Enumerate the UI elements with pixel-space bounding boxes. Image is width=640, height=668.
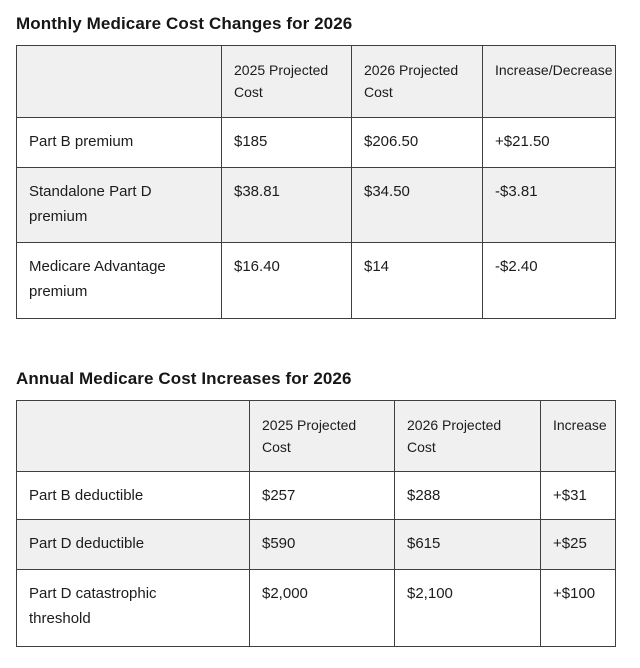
cell-value: $34.50 <box>351 167 483 243</box>
cell-value: $185 <box>221 117 352 168</box>
cell-value: $2,100 <box>394 569 541 647</box>
cell-value: $615 <box>394 519 541 570</box>
cell-value: +$25 <box>540 519 616 570</box>
cell-value: $2,000 <box>249 569 395 647</box>
row-label: Standalone Part D premium <box>16 167 222 243</box>
column-header-increase: Increase <box>540 400 616 472</box>
cell-value: $14 <box>351 242 483 319</box>
column-header-2025-projected-cost: 2025 Projected Cost <box>249 400 395 472</box>
column-header-blank <box>16 400 250 472</box>
row-label: Part B deductible <box>16 471 250 520</box>
table-row-medicare-advantage-premium: Medicare Advantage premium $16.40 $14 -$… <box>16 242 616 319</box>
cell-value: $206.50 <box>351 117 483 168</box>
cell-value: $38.81 <box>221 167 352 243</box>
cell-value: $590 <box>249 519 395 570</box>
annual-costs-title: Annual Medicare Cost Increases for 2026 <box>16 369 352 388</box>
cell-value: $257 <box>249 471 395 520</box>
monthly-costs-title: Monthly Medicare Cost Changes for 2026 <box>16 14 353 33</box>
column-header-2025-projected-cost: 2025 Projected Cost <box>221 45 352 118</box>
table-row-standalone-part-d-premium: Standalone Part D premium $38.81 $34.50 … <box>16 167 616 243</box>
cell-value: -$3.81 <box>482 167 616 243</box>
column-header-blank <box>16 45 222 118</box>
cell-value: +$31 <box>540 471 616 520</box>
cell-value: +$21.50 <box>482 117 616 168</box>
table-row-part-b-premium: Part B premium $185 $206.50 +$21.50 <box>16 117 616 168</box>
cell-value: +$100 <box>540 569 616 647</box>
row-label: Part B premium <box>16 117 222 168</box>
table-row-part-d-deductible: Part D deductible $590 $615 +$25 <box>16 519 616 570</box>
row-label: Medicare Advantage premium <box>16 242 222 319</box>
article-body: Monthly Medicare Cost Changes for 2026 2… <box>16 13 624 647</box>
cell-value: $288 <box>394 471 541 520</box>
annual-costs-table: 2025 Projected Cost 2026 Projected Cost … <box>16 400 616 647</box>
column-header-increase-decrease: Increase/Decrease <box>482 45 616 118</box>
column-header-2026-projected-cost: 2026 Projected Cost <box>351 45 483 118</box>
row-label: Part D catastrophic threshold <box>16 569 250 647</box>
cell-value: $16.40 <box>221 242 352 319</box>
table-row-part-d-catastrophic-threshold: Part D catastrophic threshold $2,000 $2,… <box>16 569 616 647</box>
table-header-row: 2025 Projected Cost 2026 Projected Cost … <box>16 400 616 472</box>
table-row-part-b-deductible: Part B deductible $257 $288 +$31 <box>16 471 616 520</box>
column-header-2026-projected-cost: 2026 Projected Cost <box>394 400 541 472</box>
row-label: Part D deductible <box>16 519 250 570</box>
table-header-row: 2025 Projected Cost 2026 Projected Cost … <box>16 45 616 118</box>
cell-value: -$2.40 <box>482 242 616 319</box>
monthly-costs-table: 2025 Projected Cost 2026 Projected Cost … <box>16 45 616 319</box>
